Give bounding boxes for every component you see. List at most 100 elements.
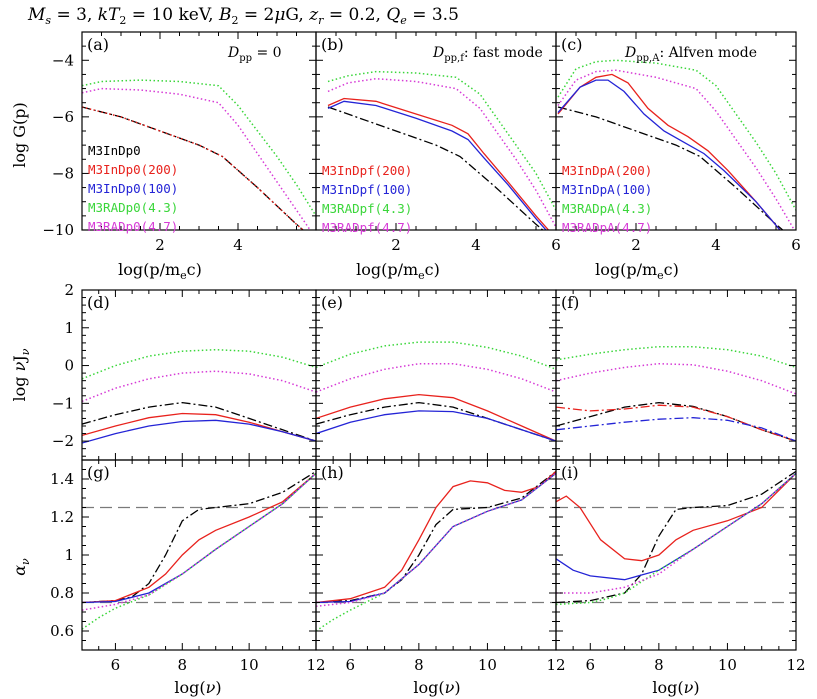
xtick-label-h: 12 [546, 656, 565, 674]
panel-tag-i: (i) [561, 463, 579, 482]
panel-tag-h: (h) [321, 463, 344, 482]
series-line-d-0 [82, 401, 316, 442]
row2-ylabel: log νJν [10, 348, 32, 401]
ytick-label-a: −4 [52, 51, 74, 69]
note-c: Dpp,A: Alfven mode [624, 45, 757, 64]
xlabel-g: log(ν) [174, 678, 221, 697]
series-line-h-3 [316, 472, 556, 632]
legend-entry-a-0: M3InDp0 [88, 143, 141, 158]
panel-a: 2 4 −10 −8 −6 −4 (a) M3InDp0 M3InDp0(200) M3InDp0… [42, 31, 317, 254]
panel-tag-a: (a) [87, 35, 109, 54]
xtick-label-i: 10 [718, 656, 737, 674]
xtick-label-i: 8 [654, 656, 664, 674]
legend-entry-b-3: M3RADpf(4.7) [322, 220, 412, 235]
panel-h: 6 8 10 12 (h) [315, 459, 566, 674]
legend-entry-b-0: M3InDpf(200) [322, 163, 412, 178]
row1-ylabel: log G(p) [10, 102, 29, 168]
xtick-label-h: 10 [478, 656, 497, 674]
xlabel-i: log(ν) [652, 678, 699, 697]
legend-entry-a-1: M3InDp0(200) [88, 162, 178, 177]
frame-i [555, 459, 797, 651]
ytick-label-d: −2 [52, 432, 74, 450]
panel-g: 6 8 10 12 0.6 0.8 1 1.2 1.4 (g) [50, 459, 326, 674]
series-line-b-1 [327, 97, 550, 230]
series-line-f-2 [556, 417, 796, 442]
xtick-label-a: 2 [155, 236, 165, 254]
series-line-e-4 [316, 362, 556, 393]
ytick-label-d: 0 [64, 357, 74, 375]
series-line-i-4 [556, 472, 796, 594]
legend-entry-c-3: M3RADpA(4.7) [562, 220, 652, 235]
xtick-label-h: 6 [346, 656, 356, 674]
xtick-label-c: 4 [711, 236, 721, 254]
xtick-label-c: 6 [791, 236, 801, 254]
series-line-f-1 [556, 404, 796, 442]
ytick-label-d: 1 [64, 319, 74, 337]
series-line-f-0 [556, 401, 796, 442]
legend-entry-c-2: M3RADpA(4.3) [562, 201, 652, 216]
series-line-a-1 [82, 106, 305, 230]
ytick-label-a: −6 [52, 108, 74, 126]
legend-entry-a-2: M3InDp0(100) [88, 181, 178, 196]
panel-tag-g: (g) [87, 463, 110, 482]
panel-tag-f: (f) [561, 293, 579, 312]
panel-tag-b: (b) [321, 35, 344, 54]
frame-f [555, 289, 797, 461]
panel-d: −2 −1 0 1 2 (d) [52, 281, 317, 461]
xtick-label-g: 6 [111, 656, 121, 674]
series-line-f-3 [556, 345, 796, 369]
xlabel-a: log(p/mec) [118, 260, 202, 282]
panel-f: (f) [555, 289, 797, 461]
series-line-h-1 [316, 470, 556, 604]
xtick-label-g: 10 [240, 656, 259, 674]
xlabel-b: log(p/mec) [356, 260, 440, 282]
series-line-b-3 [327, 70, 556, 211]
xtick-label-c: 2 [631, 236, 641, 254]
xtick-label-h: 8 [414, 656, 424, 674]
series-line-e-2 [316, 410, 556, 442]
series-line-i-1 [556, 472, 796, 562]
series-line-c-2 [557, 79, 781, 230]
series-line-d-2 [82, 419, 316, 444]
ytick-label-g: 1.4 [50, 470, 74, 488]
frame-e [315, 289, 557, 461]
series-line-g-1 [82, 472, 316, 604]
ytick-label-g: 1 [64, 546, 74, 564]
frame-d [81, 289, 317, 461]
xtick-label-a: 4 [233, 236, 243, 254]
series-line-d-4 [82, 370, 316, 403]
xlabel-c: log(p/mec) [595, 260, 679, 282]
xtick-label-b: 4 [471, 236, 481, 254]
panel-c: 2 4 6 (c) M3InDpA(200) M3InDpA(100) M3RADpA(4.… [555, 31, 801, 254]
series-line-g-0 [82, 470, 316, 604]
xtick-label-b: 2 [391, 236, 401, 254]
panel-tag-e: (e) [321, 293, 343, 312]
note-a: Dpp = 0 [227, 45, 282, 64]
panel-b: 2 4 6 (b) M3InDpf(200) M3InDpf(100) M3RADpf(4.… [315, 31, 561, 254]
series-line-a-3 [82, 87, 312, 230]
panel-e: (e) [315, 289, 557, 461]
series-line-b-0 [327, 106, 544, 230]
frame-g [81, 459, 317, 651]
series-line-d-1 [82, 412, 316, 442]
ytick-label-a: −10 [42, 221, 74, 239]
xtick-label-b: 6 [551, 236, 561, 254]
legend-entry-a-3: M3RADp0(4.3) [88, 200, 178, 215]
ytick-label-d: −1 [52, 394, 74, 412]
xtick-label-g: 12 [306, 656, 325, 674]
series-line-g-2 [82, 472, 316, 604]
series-line-f-4 [556, 362, 796, 395]
xtick-label-g: 8 [178, 656, 188, 674]
legend-entry-a-4: M3RADp0(4.7) [88, 219, 178, 234]
series-line-h-0 [316, 470, 556, 604]
series-line-e-1 [316, 393, 556, 442]
xtick-label-i: 12 [786, 656, 805, 674]
ytick-label-a: −8 [52, 164, 74, 182]
series-line-d-3 [82, 348, 316, 380]
legend-entry-b-1: M3InDpf(100) [322, 182, 412, 197]
panel-tag-d: (d) [87, 293, 110, 312]
legend-entry-c-0: M3InDpA(200) [562, 163, 652, 178]
series-line-e-3 [316, 341, 556, 370]
frame-h [315, 459, 557, 651]
